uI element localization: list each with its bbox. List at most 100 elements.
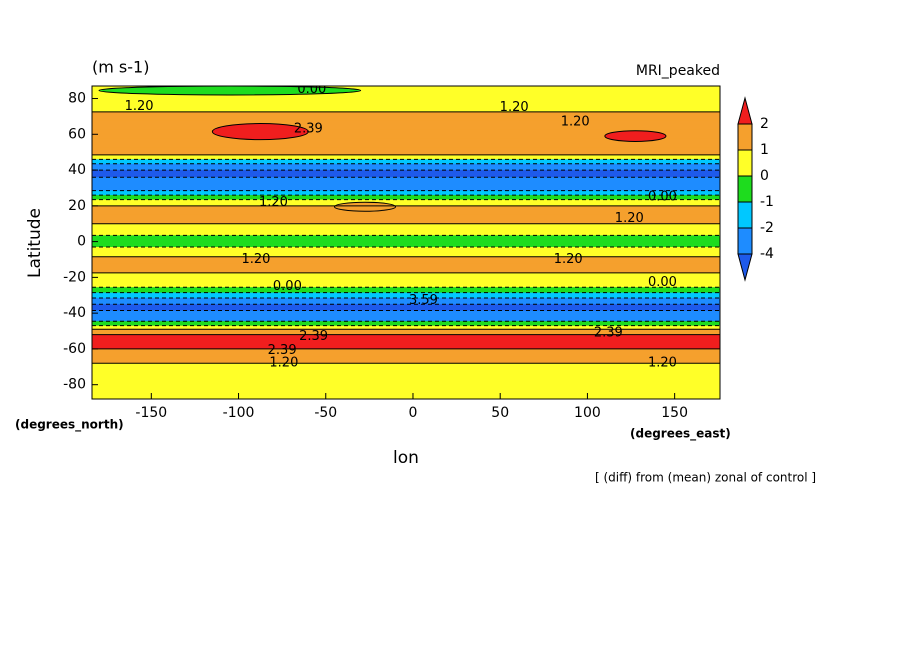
y-tick-label: -40 xyxy=(63,305,86,321)
contour-band xyxy=(92,272,720,282)
x-tick-label: 50 xyxy=(491,405,509,421)
colorbar-label: 0 xyxy=(760,168,769,184)
contour-label: 1.20 xyxy=(561,114,590,129)
contour-band xyxy=(92,147,720,156)
x-tick-label: -150 xyxy=(135,405,167,421)
contour-band xyxy=(92,184,720,192)
colorbar-box xyxy=(737,123,753,151)
contour-band xyxy=(92,246,720,252)
plot-frame xyxy=(91,85,721,400)
y-tick-label: -60 xyxy=(63,341,86,357)
contour-label: 0.00 xyxy=(648,189,677,204)
contour-band xyxy=(92,190,720,196)
contour-label: 2.39 xyxy=(594,325,623,340)
chart-title: (m s-1) xyxy=(92,58,149,77)
contour-patch xyxy=(211,123,309,141)
y-tick-label: 20 xyxy=(68,198,86,214)
contour-band xyxy=(92,389,720,397)
contour-band xyxy=(92,310,720,317)
contour-band xyxy=(92,243,720,248)
colorbar-box xyxy=(737,149,753,177)
y-units: (degrees_north) xyxy=(15,418,124,433)
y-tick-label: 60 xyxy=(68,126,86,142)
contour-band xyxy=(92,154,720,160)
contour-band xyxy=(92,223,720,231)
chart-subtitle: MRI_peaked xyxy=(636,63,720,79)
contour-band xyxy=(92,321,720,327)
contour-band xyxy=(92,263,720,274)
y-tick-label: 80 xyxy=(68,91,86,107)
contour-band xyxy=(92,297,720,305)
contour-patch xyxy=(604,130,667,142)
contour-band xyxy=(92,102,720,113)
colorbar-label: -2 xyxy=(760,220,774,236)
contour-band xyxy=(92,229,720,236)
colorbar-box xyxy=(737,227,753,255)
contour-band xyxy=(92,363,720,372)
y-tick-label: 0 xyxy=(77,234,86,250)
contour-label: 1.20 xyxy=(242,252,271,267)
x-axis-label: lon xyxy=(393,448,419,468)
x-tick-label: 0 xyxy=(409,405,418,421)
contour-band xyxy=(92,87,720,95)
y-axis-label: Latitude xyxy=(25,208,45,278)
contour-label: 2.39 xyxy=(299,329,328,344)
contour-band xyxy=(92,111,720,122)
contour-band xyxy=(92,315,720,322)
contour-label: 1.20 xyxy=(259,195,288,210)
contour-patch xyxy=(98,86,362,96)
contour-band xyxy=(92,163,720,171)
contour-band xyxy=(92,239,720,244)
colorbar-cap xyxy=(737,96,753,125)
contour-band xyxy=(92,304,720,311)
y-tick-label: 40 xyxy=(68,162,86,178)
contour-band xyxy=(92,334,720,343)
contour-band xyxy=(92,177,720,185)
contour-band xyxy=(92,205,720,216)
contour-band xyxy=(92,287,720,294)
colorbar-cap xyxy=(737,253,753,282)
contour-label: 1.20 xyxy=(125,99,154,114)
contour-band xyxy=(92,120,720,131)
contour-band xyxy=(92,199,720,207)
contour-label: 2.39 xyxy=(268,343,297,358)
contour-band xyxy=(92,356,720,364)
contour-label: 0.00 xyxy=(648,275,677,290)
y-tick-label: -20 xyxy=(63,269,86,285)
caption: [ (diff) from (mean) zonal of control ] xyxy=(595,471,816,485)
contour-band xyxy=(92,341,720,350)
x-tick-label: -100 xyxy=(223,405,255,421)
contour-band xyxy=(92,94,720,104)
contour-band xyxy=(92,129,720,140)
colorbar-label: 1 xyxy=(760,142,769,158)
contour-band xyxy=(92,251,720,258)
contour-label: 1.20 xyxy=(648,356,677,371)
contour-label: 1.20 xyxy=(615,211,644,226)
contour-patch xyxy=(333,201,397,212)
colorbar-label: -1 xyxy=(760,194,774,210)
contour-band xyxy=(92,170,720,178)
contour-label: 1.20 xyxy=(500,100,529,115)
colorbar-label: 2 xyxy=(760,116,769,132)
contour-band xyxy=(92,280,720,288)
contour-band xyxy=(92,195,720,201)
contour-band xyxy=(92,235,720,241)
contour-band xyxy=(92,325,720,330)
x-units: (degrees_east) xyxy=(630,427,731,442)
contour-band xyxy=(92,138,720,149)
plot-area: 0.001.20 1.202.39 1.201.20 0.001.201.20 1.20… xyxy=(92,82,720,399)
x-tick-label: 100 xyxy=(574,405,601,421)
contour-band xyxy=(92,292,720,299)
x-tick-label: -50 xyxy=(314,405,337,421)
contour-band xyxy=(92,256,720,265)
contour-band xyxy=(92,159,720,165)
contour-label: 1.20 xyxy=(269,356,298,371)
contour-label: 1.20 xyxy=(554,252,583,267)
contour-label: 3.59 xyxy=(409,293,438,308)
contour-label: 0.00 xyxy=(297,82,326,97)
contour-band xyxy=(92,329,720,336)
contour-label: 0.00 xyxy=(273,279,302,294)
contour-band xyxy=(92,380,720,390)
contour-label: 2.39 xyxy=(294,121,323,136)
